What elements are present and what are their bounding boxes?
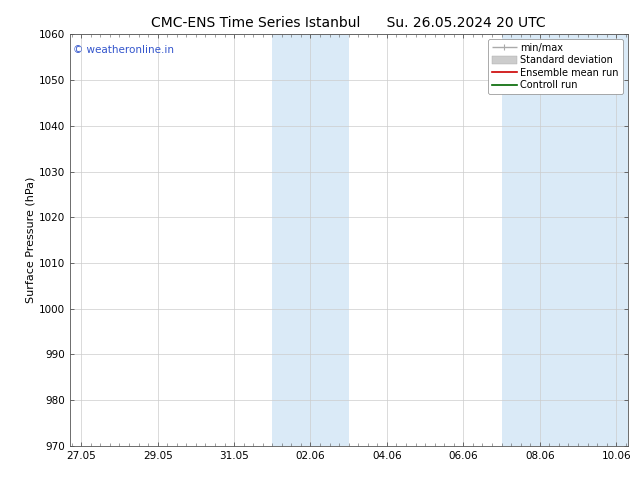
Title: CMC-ENS Time Series Istanbul      Su. 26.05.2024 20 UTC: CMC-ENS Time Series Istanbul Su. 26.05.2…: [152, 16, 546, 30]
Y-axis label: Surface Pressure (hPa): Surface Pressure (hPa): [26, 177, 36, 303]
Bar: [501, 34, 628, 446]
Text: © weatheronline.in: © weatheronline.in: [72, 45, 174, 54]
Bar: [272, 34, 349, 446]
Legend: min/max, Standard deviation, Ensemble mean run, Controll run: min/max, Standard deviation, Ensemble me…: [488, 39, 623, 94]
